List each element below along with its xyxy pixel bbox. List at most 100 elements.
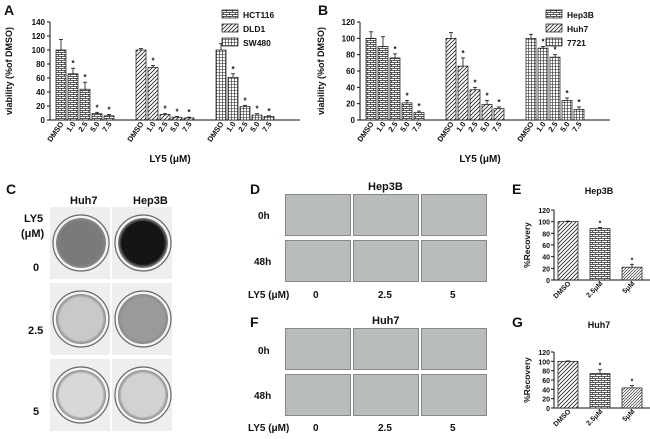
significance-star: * [83,73,87,82]
significance-star: * [553,46,557,55]
bar [401,102,413,121]
significance-star: * [107,105,111,114]
significance-star: * [631,257,634,264]
wound-image-f-48h-0 [285,374,351,416]
y-tick-label: 80 [346,51,355,60]
x-tick-label: 5.0 [248,120,261,134]
bar [589,373,611,409]
bar [493,108,505,121]
y-tick-label: 40 [542,255,550,262]
y-axis-label: %Recovery [522,357,532,403]
panel-d-col-5: 5 [450,290,456,301]
significance-star: * [267,107,271,116]
x-tick-label: 1.0 [454,120,467,134]
x-tick-label: 5.0 [88,120,101,134]
bar [67,73,79,121]
panel-f-xlabel: LY5 (μM) [248,423,290,434]
bar [525,37,537,121]
y-tick-label: 0 [546,406,550,413]
chart-e-recovery: Hep3B 0 20 40 60 80 100 120 %Recovery DMSO * 2.5μM *… [522,186,650,300]
bar [91,113,103,121]
bar [159,114,171,121]
significance-star: * [231,65,235,74]
bar [103,115,115,121]
x-tick-label: 7.5 [260,120,273,134]
legend-label: DLD1 [243,24,265,34]
wound-image-d-48h-5 [421,240,487,282]
significance-star: * [417,102,421,111]
x-tick-label: DMSO [45,120,65,144]
significance-star: * [71,59,75,68]
x-tick-label: 1.0 [144,120,157,134]
bar [469,89,481,121]
significance-star: * [187,108,191,117]
chart-title: Hep3B [585,186,614,196]
y-tick-label: 100 [538,359,550,366]
x-axis-label: LY5 (μM) [459,154,500,165]
bar [589,228,611,281]
panel-f-row-0h: 0h [258,346,270,357]
y-tick-label: 60 [346,67,355,76]
x-tick-label: 7.5 [410,120,423,134]
plate-well [118,294,168,344]
bar [389,57,401,121]
panel-letter-b: B [318,2,329,18]
x-tick-label: DMSO [125,120,145,144]
panel-f-col-2-5: 2.5 [378,423,392,434]
significance-star: * [461,49,465,58]
significance-star: * [599,363,602,370]
x-tick-label: 2.5 [466,120,479,134]
y-tick-label: 100 [342,34,356,43]
wound-image-f-0h-2-5 [353,328,419,370]
significance-star: * [497,98,501,107]
bar [55,49,67,121]
panel-letter-d: D [250,181,261,197]
y-tick-label: 0 [351,116,356,125]
significance-star: * [485,91,489,100]
bar [365,37,377,121]
wound-image-f-0h-0 [285,328,351,370]
plate-well [56,370,106,420]
x-tick-label: 1.0 [64,120,77,134]
x-tick-label: DMSO [355,120,375,144]
legend-label: 7721 [567,38,586,48]
legend-swatch [221,37,239,47]
chart-g-recovery: Huh7 0 20 40 60 80 100 120 %Recovery DMSO * 2.5μM * 5… [522,320,650,428]
legend-label: HCT116 [243,10,274,20]
panel-f-row-48h: 48h [254,391,272,402]
panel-letter-c: C [6,181,17,197]
x-tick-label: DMSO [515,120,535,144]
bar [573,109,585,121]
significance-star: * [541,38,545,47]
bar [481,104,493,121]
legend-swatch [221,23,239,33]
significance-star: * [473,78,477,87]
plate-col-label-huh7: Huh7 [70,195,98,207]
y-tick-label: 140 [32,18,46,27]
panel-f-title: Huh7 [372,315,400,327]
significance-star: * [405,91,409,100]
bar [135,49,147,121]
y-tick-label: 100 [538,220,550,227]
wound-image-f-48h-5 [421,374,487,416]
bar [557,360,579,409]
plate-well [56,218,106,268]
y-tick-label: 0 [546,278,550,285]
x-tick-label: 5.0 [168,120,181,134]
significance-star: * [95,103,99,112]
x-tick-label: 2.5 [76,120,89,134]
x-tick-label: 1.0 [224,120,237,134]
bar [457,65,469,121]
y-tick-label: 80 [36,60,45,69]
y-tick-label: 20 [542,397,550,404]
bar [557,221,579,281]
y-tick-label: 20 [346,100,355,109]
y-axis-label: %Recovery [522,222,532,268]
x-tick-label: DMSO [553,408,573,428]
x-tick-label: 5.0 [478,120,491,134]
y-tick-label: 120 [538,208,550,215]
x-tick-label: DMSO [205,120,225,144]
legend-swatch [545,23,563,33]
legend-swatch [545,9,563,19]
